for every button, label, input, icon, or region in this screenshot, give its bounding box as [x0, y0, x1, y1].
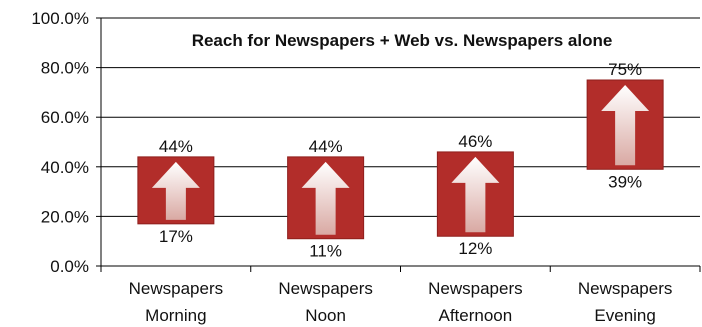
category-label: Afternoon [439, 306, 513, 325]
category-labels: Newspapers Morning Newspapers Noon Newspaper… [129, 279, 673, 325]
chart-title: Reach for Newspapers + Web vs. Newspaper… [192, 31, 613, 50]
category-label: Newspapers [428, 279, 523, 298]
category-label: Morning [145, 306, 206, 325]
y-tick-label: 20.0% [41, 207, 89, 226]
low-value-label: 39% [608, 172, 642, 191]
high-value-label: 44% [159, 137, 193, 156]
up-arrow-icon [451, 156, 500, 233]
high-value-label: 44% [309, 137, 343, 156]
x-ticks [100, 266, 701, 272]
category-label: Newspapers [278, 279, 373, 298]
data-labels: 44% 17% 44% 11% 46% 12% 75% 39% [159, 60, 642, 261]
low-value-label: 17% [159, 227, 193, 246]
up-arrow-icon [151, 161, 200, 220]
y-tick-label: 80.0% [41, 59, 89, 78]
y-tick-label: 60.0% [41, 108, 89, 127]
y-tick-label: 0.0% [50, 257, 89, 276]
category-label: Evening [594, 306, 655, 325]
low-value-label: 11% [309, 242, 342, 261]
category-label: Newspapers [578, 279, 673, 298]
y-tick-labels: 0.0% 20.0% 40.0% 60.0% 80.0% 100.0% [31, 9, 89, 276]
up-arrow-icon [301, 161, 350, 235]
y-tick-label: 40.0% [41, 158, 89, 177]
category-label: Noon [305, 306, 346, 325]
arrows [151, 85, 650, 235]
category-label: Newspapers [129, 279, 224, 298]
bars [137, 79, 664, 240]
up-arrow-icon [601, 85, 650, 166]
high-value-label: 46% [458, 132, 492, 151]
y-tick-label: 100.0% [31, 9, 89, 28]
high-value-label: 75% [608, 60, 642, 79]
low-value-label: 12% [458, 239, 492, 258]
